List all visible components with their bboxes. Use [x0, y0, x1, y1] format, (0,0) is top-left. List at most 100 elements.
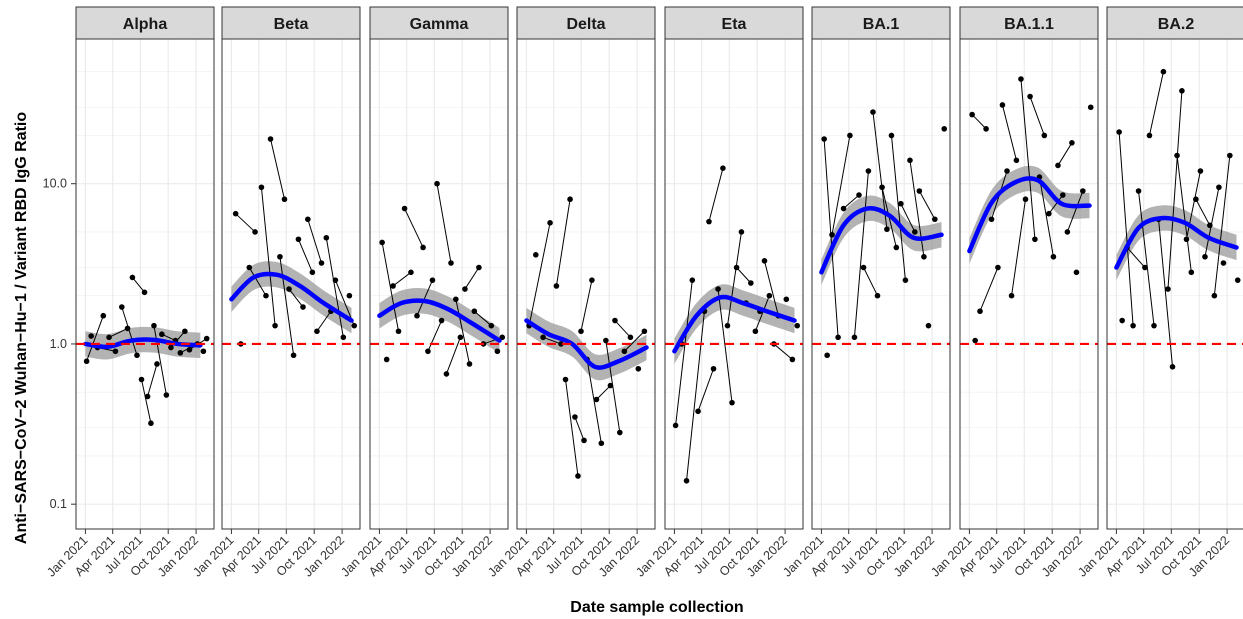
data-point [856, 192, 862, 198]
paired-sample-line [717, 289, 733, 403]
paired-sample-line [1167, 90, 1183, 290]
panel-background [1106, 38, 1243, 530]
data-point [1050, 253, 1057, 260]
data-point [1216, 184, 1222, 191]
data-point [865, 168, 872, 174]
data-point [683, 477, 690, 484]
data-point [138, 376, 145, 383]
paired-sample-line [555, 199, 571, 287]
smooth-line [524, 318, 649, 370]
data-point [1202, 253, 1208, 260]
data-point [429, 277, 436, 283]
data-point [118, 304, 125, 310]
data-point [840, 205, 847, 212]
panel-border [959, 38, 1099, 530]
data-point [1027, 93, 1033, 100]
paired-sample-line [853, 170, 869, 338]
data-point [100, 312, 107, 319]
paired-sample-line [1066, 190, 1084, 233]
smooth-ribbon [379, 287, 500, 354]
y-tick-label: 1.0 [50, 337, 67, 351]
paired-sample-line [596, 385, 611, 400]
data-point [471, 308, 478, 315]
data-point [1004, 168, 1010, 174]
paired-sample-line [455, 299, 470, 365]
data-point [159, 331, 165, 338]
data-point [290, 352, 297, 359]
paired-sample-line [270, 138, 285, 200]
panel-border [369, 38, 509, 530]
data-point [383, 356, 390, 363]
data-point [1220, 260, 1227, 266]
data-point [907, 157, 913, 164]
paired-sample-line [404, 208, 424, 248]
paired-sample-line [763, 260, 779, 316]
data-point [612, 317, 618, 324]
data-point [999, 102, 1006, 108]
data-point [1179, 88, 1185, 94]
data-point [1197, 168, 1204, 174]
data-point [1022, 196, 1029, 203]
data-point [1135, 188, 1142, 194]
data-point [134, 352, 140, 359]
data-point [258, 184, 265, 191]
paired-sample-line [1011, 199, 1027, 296]
paired-sample-line [1057, 142, 1073, 166]
data-point [821, 136, 827, 142]
paired-sample-line [108, 327, 128, 338]
paired-sample-line [1176, 155, 1192, 273]
paired-sample-line [890, 135, 906, 281]
data-point [476, 264, 482, 271]
data-point [898, 200, 904, 207]
data-point [457, 334, 464, 341]
paired-sample-line [831, 135, 851, 235]
paired-sample-line [979, 267, 999, 312]
data-point [232, 210, 239, 217]
data-point [462, 286, 468, 292]
facet-strip-label: BA.2 [1158, 16, 1195, 33]
data-point [340, 334, 347, 341]
data-point [1119, 317, 1125, 324]
paired-sample-line [872, 111, 888, 230]
data-point [200, 348, 207, 355]
paired-sample-line [686, 311, 705, 481]
smooth-line [967, 176, 1092, 254]
data-point [390, 283, 396, 289]
data-point [1080, 188, 1086, 194]
facet-strip [1106, 6, 1243, 40]
data-point [379, 239, 385, 246]
data-point [1073, 269, 1080, 276]
data-point [617, 429, 623, 436]
data-point [309, 269, 316, 276]
data-point [163, 392, 170, 398]
smooth-line [377, 298, 502, 343]
data-point [884, 226, 890, 233]
smooth-line [672, 294, 797, 354]
panel-background [369, 38, 509, 530]
data-point [177, 350, 184, 356]
paired-sample-line [381, 242, 400, 332]
data-point [1169, 364, 1176, 370]
data-point [295, 236, 302, 243]
data-point [154, 361, 160, 367]
paired-sample-line [427, 320, 443, 352]
data-point [783, 296, 790, 303]
paired-sample-line [675, 280, 693, 426]
paired-sample-line [823, 139, 839, 338]
data-point [627, 334, 634, 341]
data-point [395, 328, 402, 335]
paired-sample-line [307, 219, 322, 264]
panel-border [221, 38, 361, 530]
data-point [925, 322, 932, 329]
data-point [438, 317, 445, 324]
paired-sample-line [736, 267, 752, 284]
facet-strip [221, 6, 361, 40]
paired-sample-line [1158, 219, 1174, 367]
paired-sample-line [580, 280, 593, 332]
paired-sample-line [528, 222, 551, 326]
smooth-ribbon [231, 261, 352, 334]
facet-strip-label: BA.1 [863, 16, 900, 33]
